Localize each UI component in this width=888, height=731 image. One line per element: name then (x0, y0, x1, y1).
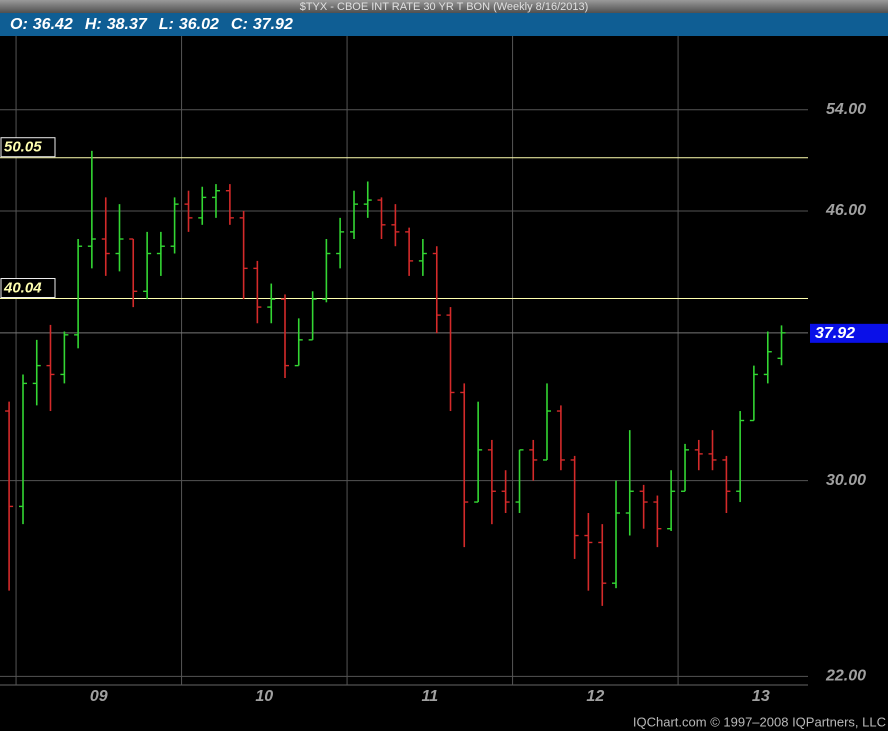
level-label-box (0, 137, 56, 158)
header-value: 36.02 (179, 16, 219, 33)
level-label: 50.05 (4, 139, 42, 156)
y-tick-label: 54.00 (826, 101, 866, 118)
ohlc-bar (0, 13, 888, 36)
header-value: 38.37 (107, 16, 148, 33)
x-tick-label: 13 (752, 688, 770, 705)
footer: IQChart.com © 1997–2008 IQPartners, LLC (633, 714, 886, 729)
level-label-box (0, 278, 56, 299)
chart-title: $TYX - CBOE INT RATE 30 YR T BON (Weekly… (300, 1, 589, 13)
header-label: O: (10, 16, 28, 33)
x-tick-label: 09 (90, 688, 108, 705)
y-tick-label: 30.00 (826, 472, 866, 489)
header-label: L: (159, 16, 174, 33)
header-label: H: (85, 16, 102, 33)
level-label: 40.04 (3, 279, 42, 296)
last-price-label: 37.92 (815, 325, 855, 342)
header-label: C: (231, 16, 248, 33)
x-tick-label: 11 (422, 688, 439, 705)
x-tick-label: 12 (586, 688, 604, 705)
x-tick-label: 10 (255, 688, 273, 705)
y-tick-label: 46.00 (825, 202, 866, 219)
title-bar (0, 0, 888, 13)
y-tick-label: 22.00 (825, 668, 866, 685)
last-price-box (810, 323, 888, 343)
header-value: 36.42 (33, 16, 73, 33)
header-value: 37.92 (253, 16, 293, 33)
